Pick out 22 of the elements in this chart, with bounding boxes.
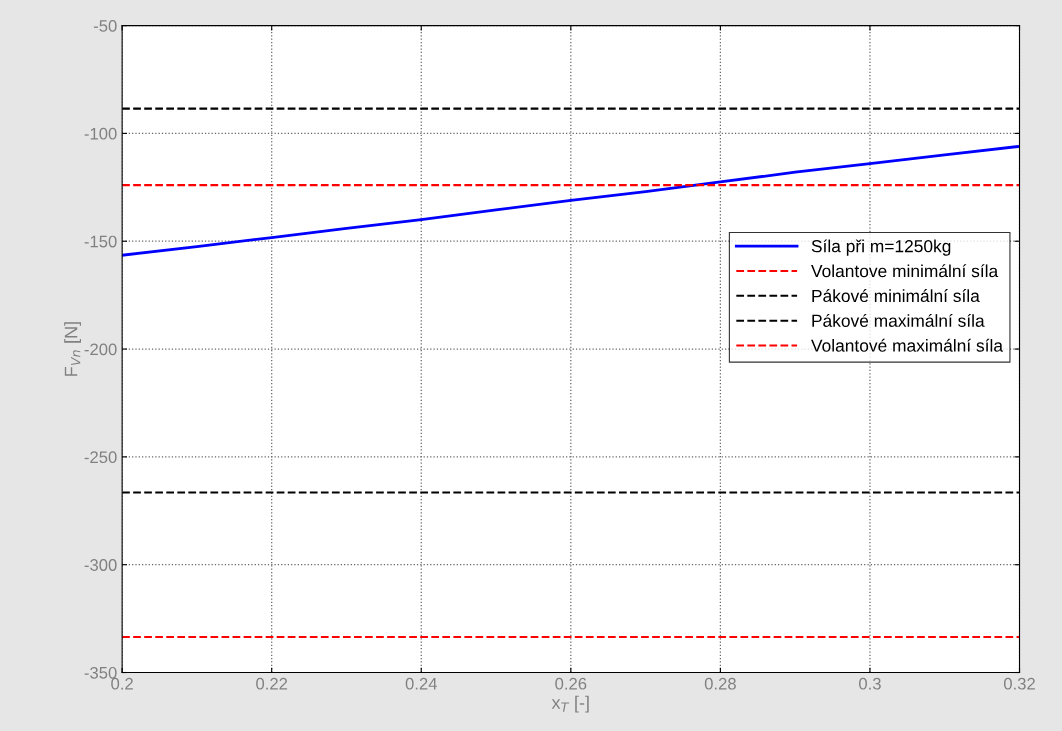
y-tick-label: -150 — [84, 235, 117, 248]
x-tick-label: 0.22 — [256, 677, 288, 690]
y-tick-label: -300 — [84, 559, 117, 571]
x-tick-label: 0.3 — [859, 677, 881, 690]
y-tick-label: -250 — [84, 451, 117, 464]
y-tick-label: -200 — [84, 343, 117, 356]
line-series — [122, 144, 1020, 257]
y-tick-label: -100 — [84, 127, 117, 140]
legend-label: Síla při m=1250kg — [811, 239, 951, 256]
legend-label: Pákové minimální síla — [812, 289, 980, 303]
legend-label: Pákové maximální síla — [812, 313, 985, 327]
x-axis-title: x$_{T}$ [-] — [551, 695, 589, 713]
legend-label: Volantove minimální síla — [811, 264, 999, 278]
y-tick-label: -50 — [93, 19, 117, 32]
x-tick-label: 0.24 — [405, 677, 437, 690]
y-tick-label: -350 — [84, 666, 117, 679]
x-tick-label: 0.32 — [1003, 677, 1035, 690]
x-tick-label: 0.26 — [555, 677, 587, 690]
x-tick-label: 0.2 — [111, 677, 133, 690]
y-axis-title: F$_{Vn}$ [N] — [64, 322, 81, 376]
legend-label: Volantové maximální síla — [811, 338, 1004, 352]
x-tick-label: 0.28 — [704, 677, 736, 690]
